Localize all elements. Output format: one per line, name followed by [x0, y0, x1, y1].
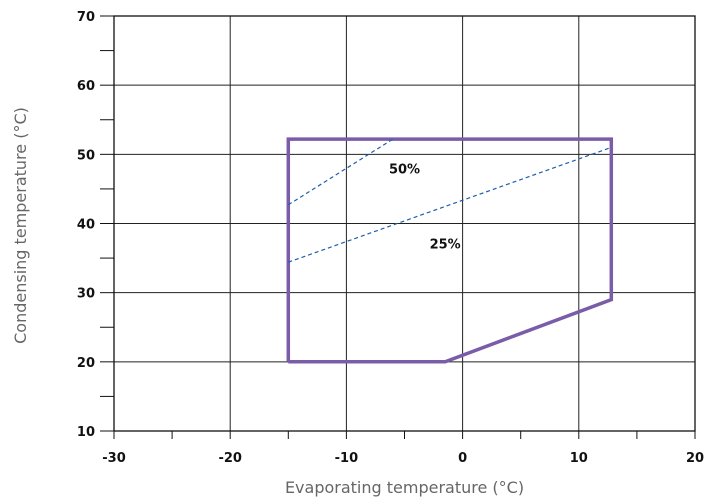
x-tick-label: -10	[335, 451, 359, 466]
tick-marks	[100, 15, 696, 439]
x-tick-label: -30	[102, 451, 126, 466]
grid	[114, 16, 695, 431]
y-tick-label: 50	[77, 148, 95, 163]
capacity-line-1	[287, 138, 394, 206]
plot-frame	[113, 15, 696, 432]
x-tick-label: -20	[218, 451, 242, 466]
annotations: 50% 25%	[389, 163, 461, 253]
y-tick-label: 10	[77, 425, 95, 440]
y-tick-label: 70	[77, 10, 95, 25]
series	[286, 137, 614, 364]
x-tick-label: 10	[570, 451, 588, 466]
y-axis-title: Condensing temperature (°C)	[11, 107, 30, 344]
region-label: 25%	[430, 237, 461, 252]
y-tick-label: 60	[77, 79, 95, 94]
x-axis-title: Evaporating temperature (°C)	[285, 478, 524, 497]
region-label: 50%	[389, 163, 420, 178]
y-tick-label: 20	[77, 356, 95, 371]
y-tick-label: 30	[77, 287, 95, 302]
x-tick-label: 0	[458, 451, 467, 466]
operating-envelope	[286, 137, 614, 364]
y-tick-labels: 10 20 30 40 50 60 70	[77, 10, 95, 440]
x-tick-labels: -30 -20 -10 0 10 20	[102, 451, 704, 466]
x-tick-label: 20	[686, 451, 704, 466]
y-tick-label: 40	[77, 218, 95, 233]
capacity-line-2	[288, 146, 612, 263]
